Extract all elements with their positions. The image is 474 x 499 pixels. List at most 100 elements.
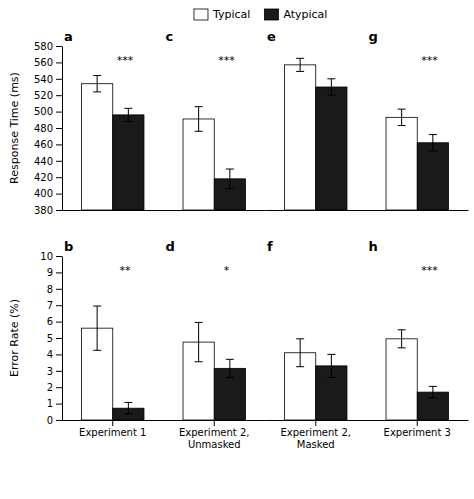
panel-label: d: [166, 239, 175, 254]
annotation: ***: [421, 54, 438, 67]
y-axis: 380400420440460480500520540560580: [34, 41, 63, 216]
annotation: ***: [117, 54, 134, 67]
y-tick-mark: [56, 62, 62, 63]
annotation: *: [224, 264, 230, 277]
y-tick-mark: [56, 79, 62, 80]
error-bar: [226, 169, 234, 189]
y-tick-label: 380: [34, 205, 53, 216]
plot-area: [285, 58, 347, 210]
panel: c***: [164, 29, 266, 211]
legend-swatch: [194, 9, 208, 20]
x-tick-mark: [315, 420, 316, 426]
y-tick: 420: [34, 172, 62, 183]
plot-area: [285, 339, 347, 420]
annotation: ***: [421, 264, 438, 277]
legend-item: Typical: [194, 8, 250, 21]
y-tick: 0: [47, 415, 62, 426]
panel-label: c: [166, 29, 174, 44]
panel: e: [266, 29, 368, 211]
y-tick-mark: [56, 305, 62, 306]
x-axis: Experiment 3: [367, 420, 469, 438]
x-tick-label-line: Unmasked: [188, 439, 241, 450]
error-bar: [398, 109, 406, 125]
y-axis: 012345678910: [40, 251, 62, 426]
panel: Experiment 2,Unmasked d *: [164, 239, 266, 450]
error-bar: [327, 354, 335, 377]
legend-label: Atypical: [283, 8, 327, 21]
x-tick-label: Experiment 1: [79, 427, 146, 438]
x-axis-line: [164, 210, 266, 211]
y-tick: 580: [34, 41, 62, 52]
y-tick-label: 540: [34, 74, 53, 85]
y-axis-title: Error Rate (%): [8, 299, 21, 377]
y-tick-label: 6: [47, 316, 53, 327]
y-tick-label: 520: [34, 90, 53, 101]
x-axis: Experiment 2,Unmasked: [164, 420, 266, 450]
y-tick-mark: [56, 256, 62, 257]
y-tick-label: 440: [34, 156, 53, 167]
y-tick-label: 9: [47, 267, 53, 278]
y-tick: 3: [47, 366, 62, 377]
y-tick: 10: [40, 251, 62, 262]
x-axis: Experiment 1: [63, 420, 165, 438]
panel: 012345678910Error Rate (%)Experiment 1b*…: [8, 239, 164, 438]
x-axis-line: [266, 210, 368, 211]
y-tick: 400: [34, 188, 62, 199]
x-tick: Experiment 2,Masked: [281, 420, 352, 450]
y-tick: 2: [47, 382, 62, 393]
legend-swatch: [264, 9, 278, 20]
y-tick-mark: [56, 210, 62, 211]
y-tick-label: 0: [47, 415, 53, 426]
y-tick: 380: [34, 205, 62, 216]
panel-label: h: [369, 239, 378, 254]
y-tick-mark: [56, 338, 62, 339]
plot-area: [386, 330, 448, 420]
bar: [386, 339, 417, 420]
error-bar: [429, 386, 437, 397]
plot-area: [183, 322, 245, 420]
x-tick-mark: [417, 420, 418, 426]
y-tick-label: 10: [40, 251, 53, 262]
x-tick-label: Experiment 3: [384, 427, 451, 438]
x-tick-label: Experiment 2,Unmasked: [179, 427, 250, 450]
y-tick-label: 4: [47, 349, 53, 360]
x-tick: Experiment 3: [384, 420, 451, 438]
error-bar: [327, 79, 335, 95]
y-tick-label: 7: [47, 300, 53, 311]
plot-area: [183, 107, 245, 210]
y-tick: 7: [47, 300, 62, 311]
y-tick-mark: [56, 46, 62, 47]
y-tick: 5: [47, 333, 62, 344]
y-tick-mark: [56, 95, 62, 96]
y-tick-label: 3: [47, 366, 53, 377]
y-tick: 460: [34, 139, 62, 150]
error-bar: [195, 107, 203, 132]
y-axis-line: [62, 47, 63, 211]
y-tick-label: 5: [47, 333, 53, 344]
x-tick: Experiment 1: [79, 420, 146, 438]
x-tick-label-line: Experiment 2,: [179, 427, 250, 438]
panel-label: b: [64, 239, 73, 254]
y-tick-mark: [56, 387, 62, 388]
y-tick-mark: [56, 404, 62, 405]
y-tick: 480: [34, 123, 62, 134]
plot-area: [82, 76, 144, 210]
x-tick-label-line: Masked: [297, 439, 335, 450]
x-tick-label-line: Experiment 3: [384, 427, 451, 438]
x-tick: Experiment 2,Unmasked: [179, 420, 250, 450]
panel: 380400420440460480500520540560580Respons…: [8, 29, 164, 216]
x-tick-mark: [214, 420, 215, 426]
x-axis: [367, 210, 469, 211]
legend-item: Atypical: [264, 8, 327, 21]
y-tick-mark: [56, 420, 62, 421]
x-tick-label-line: Experiment 2,: [281, 427, 352, 438]
y-tick: 440: [34, 156, 62, 167]
y-tick: 500: [34, 106, 62, 117]
y-tick: 9: [47, 267, 62, 278]
panel-label: g: [369, 29, 378, 44]
y-tick-mark: [56, 128, 62, 129]
error-bar: [124, 402, 132, 413]
y-tick-label: 8: [47, 284, 53, 295]
y-tick: 8: [47, 284, 62, 295]
x-axis: [63, 210, 165, 211]
